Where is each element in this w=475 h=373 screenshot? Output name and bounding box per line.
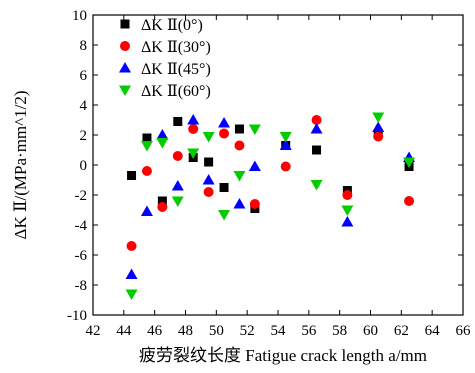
- y-tick-label: -10: [67, 308, 87, 324]
- legend: ΔK Ⅱ(0°) ΔK Ⅱ(30°) ΔK Ⅱ(45°) ΔK Ⅱ(60°): [119, 17, 211, 100]
- y-tick-label: -2: [75, 188, 88, 204]
- data-point: [373, 131, 384, 142]
- x-tick-label: 56: [301, 323, 317, 339]
- x-tick-label: 50: [209, 323, 224, 339]
- legend-label: ΔK Ⅱ(30°): [141, 39, 211, 56]
- data-point: [233, 171, 246, 182]
- data-point: [403, 157, 416, 168]
- data-point: [311, 115, 322, 125]
- axis-ticks: 42 44 46 48 50 52 54 56 58 60 62 64 66-10-8-6-4-2024…: [67, 8, 471, 339]
- legend-label: ΔK Ⅱ(60°): [141, 83, 211, 100]
- x-tick-label: 64: [425, 323, 441, 339]
- data-point: [188, 124, 199, 134]
- data-point: [141, 166, 152, 176]
- y-tick-label: 2: [80, 128, 88, 144]
- data-point: [140, 205, 153, 216]
- legend-label: ΔK Ⅱ(0°): [141, 17, 203, 34]
- data-point: [125, 289, 138, 300]
- x-tick-label: 42: [86, 323, 101, 339]
- data-point: [341, 216, 354, 227]
- data-point: [248, 124, 261, 135]
- data-point: [126, 241, 137, 251]
- data-point: [234, 124, 244, 134]
- y-tick-label: -4: [75, 218, 88, 234]
- data-point: [204, 157, 214, 167]
- y-axis-label: ΔK Ⅱ/(MPa·mm^1/2): [11, 91, 30, 240]
- data-point: [202, 132, 215, 143]
- data-point: [157, 196, 167, 206]
- data-point: [248, 160, 261, 171]
- x-tick-label: 46: [147, 323, 163, 339]
- data-point: [341, 205, 354, 216]
- data-point: [234, 140, 245, 151]
- data-point: [233, 198, 246, 209]
- data-point: [157, 202, 168, 212]
- y-tick-label: -6: [75, 248, 88, 264]
- y-tick-label: -8: [75, 278, 88, 294]
- data-point: [312, 145, 322, 155]
- y-tick-label: 6: [80, 68, 88, 84]
- data-point: [127, 171, 137, 180]
- data-point: [140, 141, 153, 152]
- data-point: [187, 114, 200, 125]
- legend-marker: [119, 62, 131, 73]
- data-point: [404, 196, 415, 206]
- data-point: [219, 183, 229, 192]
- x-tick-label: 44: [116, 323, 132, 339]
- data-point: [279, 139, 292, 150]
- y-tick-label: 4: [80, 98, 88, 114]
- data-point: [219, 128, 230, 139]
- data-point: [279, 132, 292, 143]
- legend-marker: [120, 41, 130, 51]
- data-point: [156, 138, 169, 149]
- data-point: [125, 268, 138, 279]
- data-point: [202, 174, 215, 185]
- x-tick-label: 66: [456, 323, 472, 339]
- x-tick-label: 60: [363, 323, 378, 339]
- data-points: [125, 112, 416, 300]
- data-point: [310, 123, 323, 134]
- x-tick-label: 54: [271, 323, 287, 339]
- legend-marker: [119, 85, 131, 96]
- x-tick-label: 62: [394, 323, 409, 339]
- legend-marker: [120, 19, 130, 29]
- x-tick-label: 52: [240, 323, 255, 339]
- y-tick-label: 0: [80, 158, 88, 174]
- x-axis-label: 疲劳裂纹长度 Fatigue crack length a/mm: [139, 346, 427, 365]
- data-point: [203, 187, 214, 197]
- data-point: [218, 117, 231, 128]
- data-point: [173, 117, 183, 126]
- data-point: [156, 129, 169, 140]
- data-point: [171, 196, 184, 207]
- y-tick-label: 8: [80, 38, 88, 54]
- data-point: [372, 112, 385, 123]
- data-point: [280, 161, 291, 172]
- x-tick-label: 58: [332, 323, 347, 339]
- data-point: [372, 121, 385, 132]
- data-point: [218, 210, 231, 221]
- data-point: [342, 190, 353, 200]
- legend-label: ΔK Ⅱ(45°): [141, 61, 211, 78]
- data-point: [172, 151, 183, 161]
- x-tick-label: 48: [178, 323, 193, 339]
- data-point: [142, 133, 152, 143]
- data-point: [187, 148, 200, 159]
- data-point: [171, 180, 184, 191]
- y-tick-label: 10: [72, 8, 87, 24]
- data-point: [249, 199, 260, 209]
- data-point: [310, 180, 323, 191]
